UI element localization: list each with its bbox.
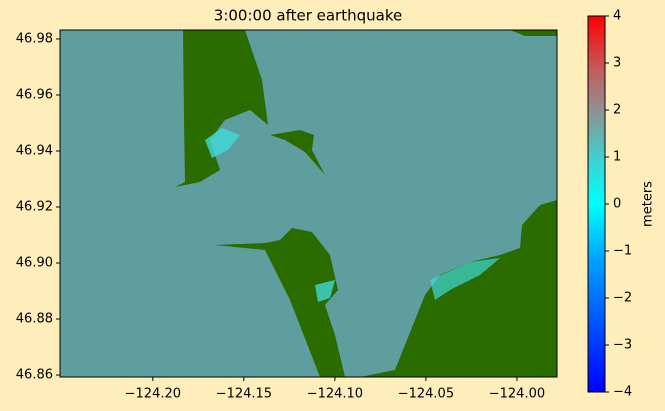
axes: −124.20 −124.15 −124.10 −124.05 −124.00 46.98… xyxy=(16,9,632,402)
y-tick-label: 46.90 xyxy=(16,256,53,271)
x-tick-label: −124.05 xyxy=(398,387,454,402)
colorbar-tick-label: −4 xyxy=(613,385,632,400)
colorbar-tick-label: 0 xyxy=(613,197,621,212)
colorbar xyxy=(587,15,606,393)
map-image xyxy=(60,30,557,377)
y-tick-label: 46.94 xyxy=(16,143,53,158)
colorbar-tick-label: 2 xyxy=(613,103,621,118)
x-tick-label: −124.20 xyxy=(125,387,181,402)
x-tick-label: −124.00 xyxy=(489,387,545,402)
colorbar-tick-label: 1 xyxy=(613,150,621,165)
colorbar-tick-label: −1 xyxy=(613,244,632,259)
colorbar-tick-label: 3 xyxy=(613,56,621,71)
plot-frame xyxy=(59,29,558,378)
x-tick-label: −124.15 xyxy=(216,387,272,402)
y-tick-label: 46.96 xyxy=(16,87,53,102)
x-tick-label: −124.10 xyxy=(307,387,363,402)
y-tick-label: 46.88 xyxy=(16,312,53,327)
colorbar-label: meters xyxy=(641,181,656,227)
chart-title: 3:00:00 after earthquake xyxy=(214,7,402,25)
y-tick-label: 46.98 xyxy=(16,31,53,46)
colorbar-tick-label: 4 xyxy=(613,9,621,24)
colorbar-tick-label: −2 xyxy=(613,291,632,306)
y-tick-label: 46.86 xyxy=(16,368,53,383)
colorbar-tick-label: −3 xyxy=(613,338,632,353)
y-tick-label: 46.92 xyxy=(16,200,53,215)
